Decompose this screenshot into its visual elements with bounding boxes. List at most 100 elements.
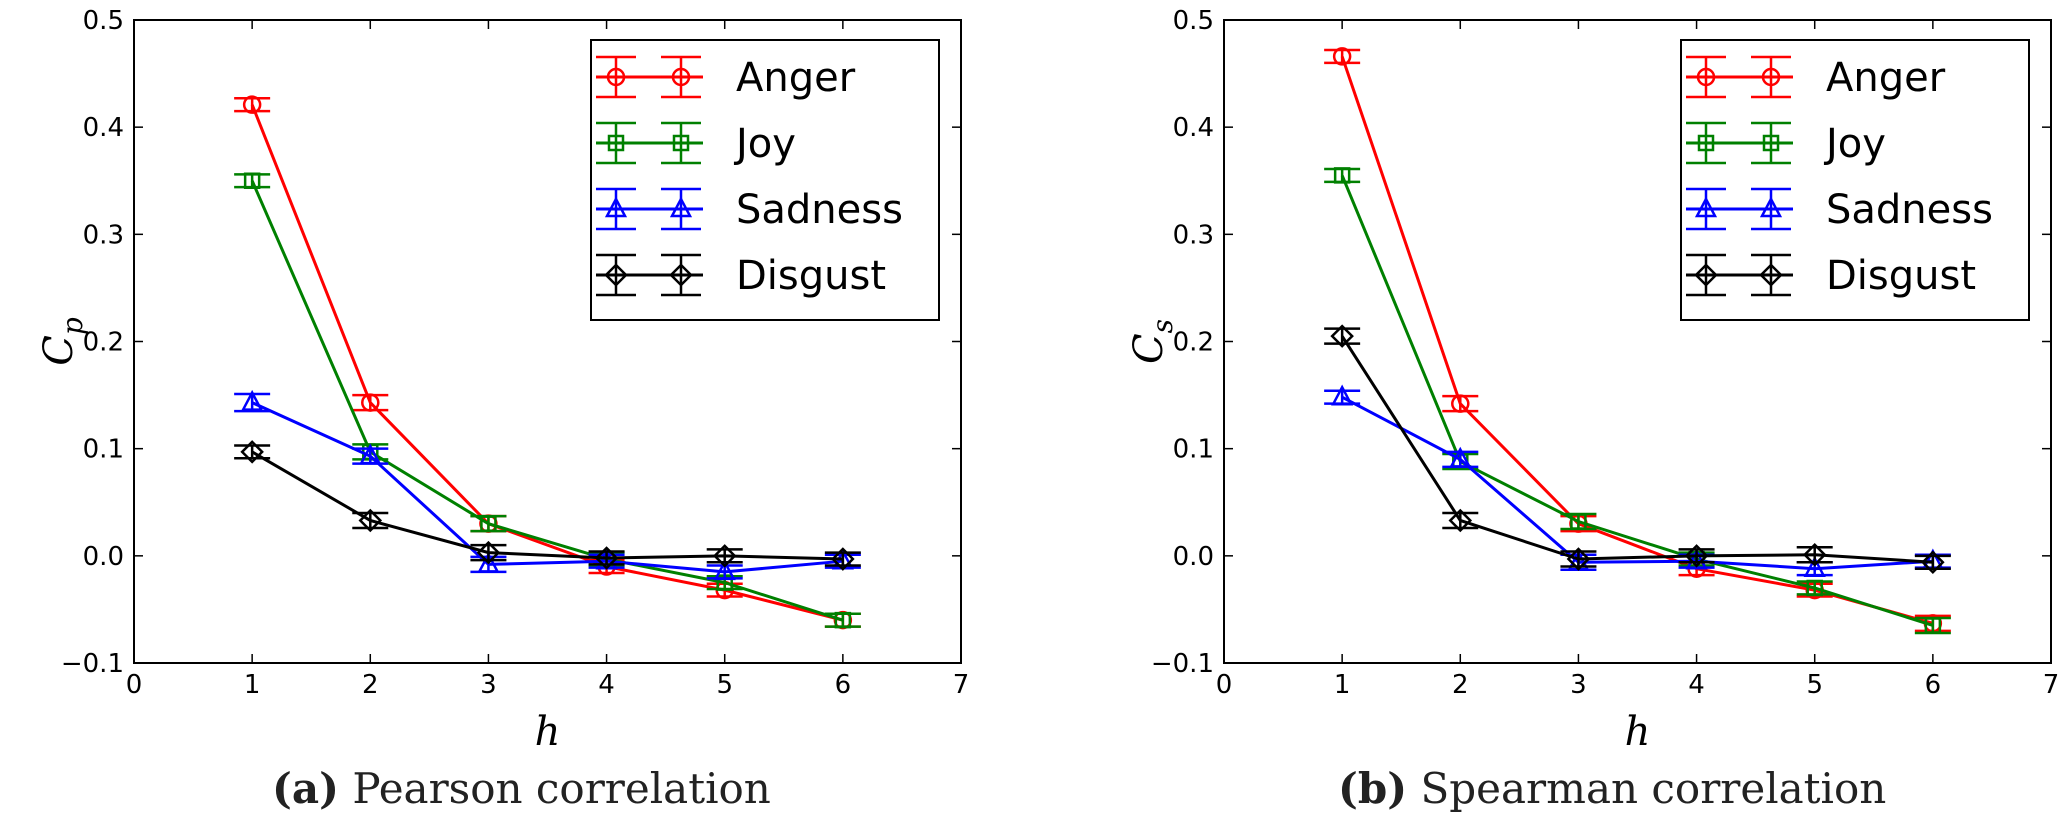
series-disgust (234, 440, 861, 571)
data-point (712, 544, 737, 568)
data-point (834, 611, 852, 629)
legend-marker (1759, 263, 1783, 287)
legend-marker (671, 67, 691, 87)
y-tick-label: 0.1 (83, 435, 124, 465)
data-point (242, 95, 262, 114)
legend-marker (1697, 134, 1715, 152)
legend-marker (604, 263, 628, 287)
data-point (1921, 550, 1945, 575)
y-tick-label: 0.0 (1173, 542, 1214, 572)
legend-item-disgust: Disgust (1686, 253, 1976, 299)
x-tick-label: 6 (1925, 670, 1942, 700)
data-point (1333, 167, 1351, 184)
legend-label: Disgust (1826, 253, 1976, 299)
series-line (1340, 174, 1934, 627)
x-tick-label: 5 (1806, 670, 1823, 700)
legend-marker (1694, 263, 1718, 287)
data-point (1803, 556, 1826, 577)
data-point (480, 515, 497, 532)
legend-label: Disgust (736, 253, 886, 299)
x-tick-label: 1 (244, 670, 261, 700)
legend-item-disgust: Disgust (596, 253, 886, 299)
data-point (476, 540, 501, 565)
x-tick-label: 2 (1452, 670, 1469, 700)
caption-b: (b) Spearman correlation (1338, 764, 1886, 813)
legend-item-joy: Joy (596, 121, 796, 167)
x-tick-label: 5 (716, 670, 733, 700)
x-tick-label: 0 (126, 670, 143, 700)
legend-marker (1761, 67, 1781, 87)
legend-label: Sadness (736, 187, 903, 233)
caption-a: (a) Pearson correlation (272, 764, 771, 813)
data-point (831, 547, 855, 571)
series-sadness (234, 389, 861, 581)
legend-label: Sadness (1826, 187, 1993, 233)
y-tick-label: 0.5 (83, 6, 124, 36)
series-line (1341, 395, 1933, 571)
legend-marker (1694, 196, 1718, 218)
series-line (250, 180, 844, 622)
legend-label: Anger (1826, 55, 1946, 101)
caption-b-text: Spearman correlation (1420, 764, 1887, 813)
y-tick-label: 0.0 (83, 542, 124, 572)
data-point (1806, 579, 1823, 597)
series-line (251, 450, 843, 561)
legend-marker (669, 196, 693, 218)
legend-frame (590, 39, 940, 321)
x-tick-label: 3 (1570, 670, 1587, 700)
data-point (1684, 544, 1709, 568)
legend-item-anger: Anger (1686, 55, 1946, 101)
x-tick-label: 2 (362, 670, 379, 700)
legend-item-anger: Anger (596, 55, 856, 101)
legend: Anger Joy Sadness Disgust (590, 39, 940, 321)
data-point (358, 508, 383, 533)
data-point (359, 443, 382, 465)
series-line (251, 401, 843, 574)
y-tick-label: 0.4 (1173, 113, 1214, 143)
legend-item-sadness: Sadness (1686, 187, 1993, 233)
caption-a-letter: (a) (272, 764, 339, 813)
data-point (240, 440, 264, 464)
caption-b-letter: (b) (1338, 764, 1408, 813)
series-line (250, 104, 844, 622)
data-point (1451, 394, 1470, 413)
data-point (1448, 508, 1473, 533)
data-point (594, 546, 619, 570)
series-line (1340, 335, 1933, 564)
y-tick-label: 0.3 (1173, 220, 1214, 250)
x-tick-label: 1 (1334, 670, 1351, 700)
data-point (1802, 542, 1827, 567)
legend-item-joy: Joy (1686, 121, 1886, 167)
legend-marker (604, 196, 628, 218)
legend-label: Joy (1823, 121, 1886, 167)
data-point (713, 559, 736, 581)
x-tick-label: 7 (2043, 670, 2060, 700)
x-tick-label: 7 (953, 670, 970, 700)
x-tick-label: 4 (598, 670, 615, 700)
data-point (1449, 446, 1472, 468)
data-point (1332, 47, 1352, 66)
y-tick-label: −0.1 (1151, 649, 1214, 679)
legend-label: Anger (736, 55, 856, 101)
chart-panel-b: 0 1 2 3 4 5 6 7 −0.1 0.0 0.1 0.2 0.3 0.4 0.5 h Cs Anger Jo… (1126, 6, 2059, 755)
legend-marker (607, 134, 625, 152)
y-tick-label: 0.5 (1173, 6, 1214, 36)
data-point (477, 551, 500, 573)
x-tick-label: 0 (1216, 670, 1233, 700)
y-tick-label: −0.1 (61, 649, 124, 679)
data-point (243, 172, 261, 189)
legend-frame (1680, 39, 2030, 321)
y-axis-title: Cs (1126, 319, 1179, 364)
data-point (1570, 513, 1587, 530)
x-axis-title: h (535, 709, 561, 755)
y-axis-title: Cp (36, 317, 89, 366)
x-tick-label: 4 (1688, 670, 1705, 700)
data-point (241, 389, 264, 411)
x-tick-label: 6 (835, 670, 852, 700)
x-axis-title: h (1625, 709, 1651, 755)
legend-item-sadness: Sadness (596, 187, 903, 233)
legend: Anger Joy Sadness Disgust (1680, 39, 2030, 321)
y-tick-label: 0.1 (1173, 435, 1214, 465)
